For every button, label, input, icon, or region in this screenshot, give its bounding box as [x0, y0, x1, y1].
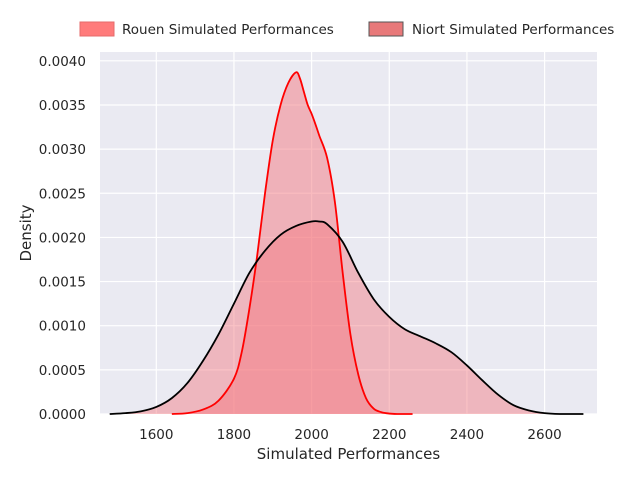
legend-label-niort: Niort Simulated Performances — [412, 22, 614, 38]
density-lines — [109, 71, 584, 415]
y-tick-label: 0.0025 — [39, 186, 86, 202]
density-fills — [109, 72, 584, 414]
y-tick-label: 0.0020 — [39, 230, 86, 246]
legend-swatch-rouen — [79, 21, 115, 37]
y-tick-label: 0.0040 — [39, 54, 86, 70]
density-line-niort — [109, 220, 584, 415]
y-axis-ticks: 0.0000 0.0005 0.0010 0.0015 0.0020 0.0025 0.00… — [39, 54, 86, 423]
y-tick-label: 0.0010 — [39, 319, 86, 335]
x-tick-label: 2600 — [527, 427, 561, 443]
density-area-rouen — [171, 72, 413, 414]
y-tick-label: 0.0000 — [39, 407, 86, 423]
legend-item-niort[interactable]: Niort Simulated Performances — [368, 21, 614, 38]
legend-label-rouen: Rouen Simulated Performances — [122, 22, 334, 38]
x-tick-label: 2400 — [450, 427, 484, 443]
x-axis-label: Simulated Performances — [257, 445, 441, 463]
x-tick-label: 1600 — [139, 427, 173, 443]
y-tick-label: 0.0015 — [39, 275, 86, 291]
x-tick-label: 2200 — [372, 427, 406, 443]
y-tick-label: 0.0005 — [39, 363, 86, 379]
y-tick-label: 0.0035 — [39, 98, 86, 114]
y-axis-label: Density — [17, 204, 35, 261]
x-axis-ticks: 1600 1800 2000 2200 2400 2600 — [139, 427, 562, 443]
x-tick-label: 1800 — [217, 427, 251, 443]
legend-item-rouen[interactable]: Rouen Simulated Performances — [79, 21, 334, 38]
density-line-rouen — [171, 71, 413, 415]
x-tick-label: 2000 — [294, 427, 328, 443]
legend[interactable]: Rouen Simulated Performances Niort Simul… — [79, 21, 614, 38]
legend-swatch-niort — [368, 21, 404, 37]
y-tick-label: 0.0030 — [39, 142, 86, 158]
